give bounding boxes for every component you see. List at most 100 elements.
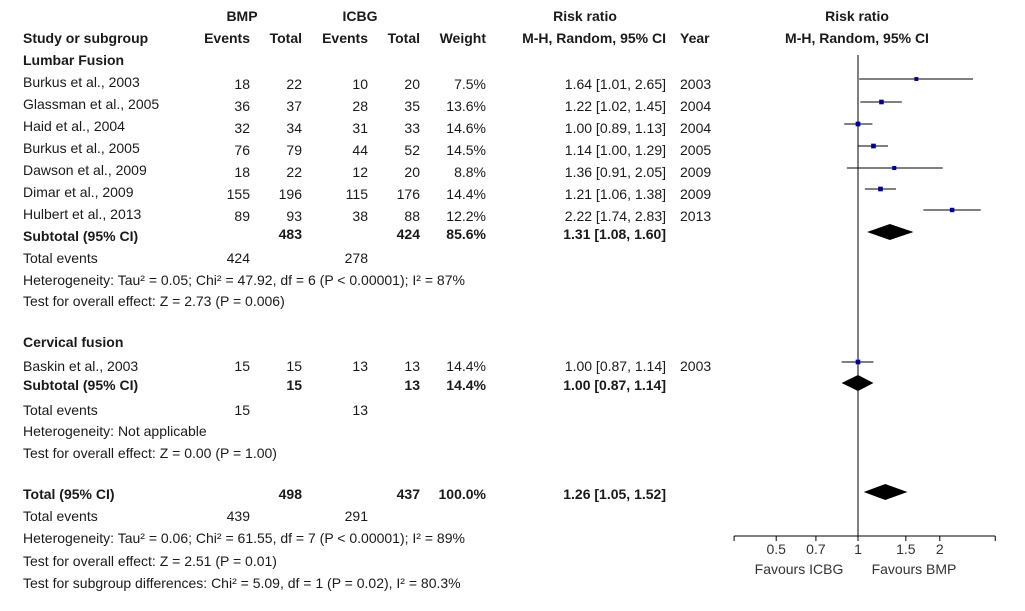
subgroup-differences-text: Test for subgroup differences: Chi² = 5.…: [23, 575, 461, 591]
heterogeneity-text: Heterogeneity: Not applicable: [23, 423, 207, 439]
subgroup-title: Cervical fusion: [23, 334, 124, 350]
tick-label: 1.5: [896, 541, 916, 557]
total-events-label: Total events: [23, 250, 98, 266]
year: 2005: [680, 142, 712, 158]
tick-label: 0.7: [806, 541, 826, 557]
subtotal-total2: 424: [396, 226, 420, 242]
study-name: Glassman et al., 2005: [23, 96, 160, 112]
overall-effect-text: Test for overall effect: Z = 2.73 (P = 0…: [23, 293, 285, 309]
total1: 196: [278, 186, 302, 202]
weight: 14.4%: [446, 186, 486, 202]
subtotal-total1: 15: [286, 377, 302, 393]
events1: 76: [234, 142, 250, 158]
subtotal-weight: 14.4%: [446, 377, 486, 393]
events1: 89: [234, 208, 250, 224]
risk-ratio-ci: 1.00 [0.87, 1.14]: [564, 358, 666, 374]
col-total2: Total: [387, 30, 420, 46]
risk-ratio-ci: 1.00 [0.89, 1.13]: [564, 120, 666, 136]
weight: 7.5%: [454, 76, 486, 92]
total-events-label: Total events: [23, 402, 98, 418]
events2: 38: [352, 208, 368, 224]
subtotal-total1: 483: [278, 226, 302, 242]
col-study: Study or subgroup: [23, 30, 149, 46]
tick-label: 0.5: [766, 541, 786, 557]
effect-marker: [855, 359, 861, 365]
grand-total1: 498: [278, 486, 302, 502]
total2: 88: [404, 208, 420, 224]
weight: 12.2%: [446, 208, 486, 224]
year: 2009: [680, 164, 712, 180]
events2: 115: [345, 186, 368, 202]
tick-label: 2: [936, 541, 944, 557]
total-events2: 13: [352, 402, 368, 418]
events2: 10: [352, 76, 368, 92]
total2: 13: [404, 358, 420, 374]
effect-marker: [892, 165, 897, 171]
year: 2013: [680, 208, 712, 224]
study-name: Hulbert et al., 2013: [23, 206, 142, 222]
col-events1: Events: [204, 30, 250, 46]
study-name: Burkus et al., 2003: [23, 74, 140, 90]
year: 2003: [680, 76, 712, 92]
plot-header: Risk ratio: [825, 8, 889, 24]
subtotal-ci: 1.00 [0.87, 1.14]: [563, 377, 666, 393]
heterogeneity-text: Heterogeneity: Tau² = 0.05; Chi² = 47.92…: [23, 272, 465, 288]
effect-marker: [914, 77, 919, 81]
total-events1: 424: [226, 250, 250, 266]
year: 2004: [680, 120, 712, 136]
total-events1: 15: [234, 402, 250, 418]
weight: 14.6%: [446, 120, 486, 136]
effect-marker: [871, 143, 876, 149]
study-name: Baskin et al., 2003: [23, 358, 139, 374]
subtotal-total2: 13: [404, 377, 420, 393]
year: 2009: [680, 186, 712, 202]
tick-label: 1: [854, 541, 862, 557]
total-events2: 291: [344, 508, 368, 524]
grand-weight: 100.0%: [438, 486, 486, 502]
study-name: Dimar et al., 2009: [23, 184, 134, 200]
effect-marker: [879, 99, 884, 105]
subtotal-ci: 1.31 [1.08, 1.60]: [563, 226, 666, 242]
weight: 14.5%: [446, 142, 486, 158]
risk-ratio-ci: 1.36 [0.91, 2.05]: [564, 164, 666, 180]
total1: 34: [286, 120, 302, 136]
col-plot-method: M-H, Random, 95% CI: [785, 30, 929, 46]
total1: 93: [286, 208, 302, 224]
col-events2: Events: [322, 30, 368, 46]
risk-ratio-ci: 1.21 [1.06, 1.38]: [564, 186, 666, 202]
study-name: Dawson et al., 2009: [23, 162, 147, 178]
total-events1: 439: [226, 508, 250, 524]
subtotal-weight: 85.6%: [446, 226, 486, 242]
events2: 28: [352, 98, 368, 114]
heterogeneity-text: Heterogeneity: Tau² = 0.06; Chi² = 61.55…: [23, 530, 465, 546]
total1: 37: [286, 98, 302, 114]
total-label: Total (95% CI): [23, 486, 115, 502]
total1: 22: [286, 76, 302, 92]
total2: 35: [404, 98, 420, 114]
total2: 176: [396, 186, 420, 202]
group1-header: BMP: [226, 8, 258, 24]
pooled-diamond: [841, 375, 874, 391]
year: 2004: [680, 98, 712, 114]
risk-ratio-ci: 1.14 [1.00, 1.29]: [564, 142, 666, 158]
events1: 18: [234, 164, 250, 180]
total2: 20: [404, 76, 420, 92]
study-name: Burkus et al., 2005: [23, 140, 140, 156]
events1: 155: [226, 186, 250, 202]
total1: 22: [286, 164, 302, 180]
subtotal-label: Subtotal (95% CI): [23, 228, 139, 244]
weight: 14.4%: [446, 358, 486, 374]
events2: 44: [352, 142, 368, 158]
risk-ratio-ci: 1.64 [1.01, 2.65]: [564, 76, 666, 92]
pooled-diamond: [863, 484, 908, 500]
events2: 12: [352, 164, 368, 180]
subtotal-label: Subtotal (95% CI): [23, 377, 139, 393]
col-year: Year: [680, 30, 710, 46]
events1: 18: [234, 76, 250, 92]
events2: 13: [352, 358, 368, 374]
pooled-diamond: [867, 224, 914, 240]
effect-marker: [878, 186, 883, 192]
weight: 13.6%: [446, 98, 486, 114]
grand-total2: 437: [396, 486, 420, 502]
total2: 52: [404, 142, 420, 158]
